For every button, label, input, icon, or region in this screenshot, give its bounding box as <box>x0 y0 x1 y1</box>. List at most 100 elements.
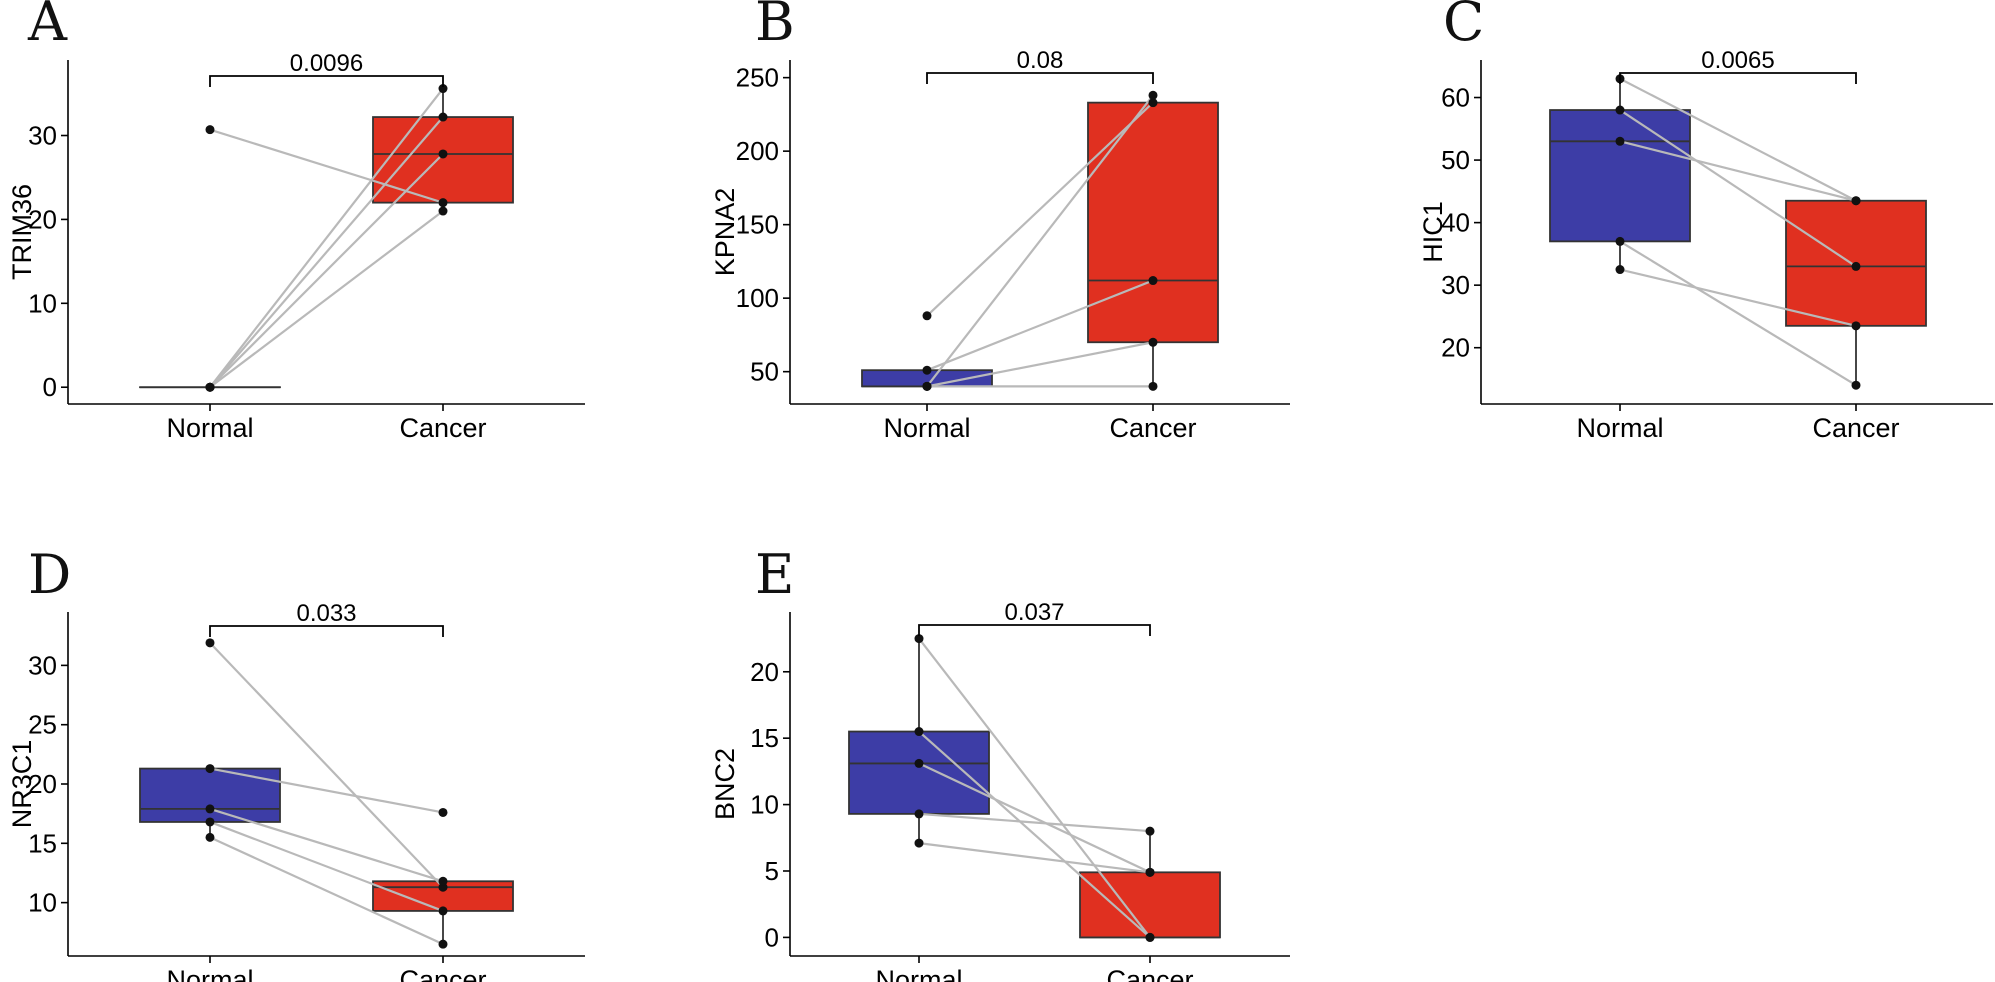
x-category-label: Cancer <box>399 413 486 443</box>
cancer-point <box>1148 337 1158 347</box>
normal-point <box>1615 236 1625 246</box>
significance-bracket <box>209 625 444 637</box>
x-category-label: Cancer <box>399 965 486 982</box>
y-tick-label: 40 <box>1441 208 1470 238</box>
significance-bracket <box>1619 72 1857 84</box>
y-tick-label: 15 <box>28 828 57 858</box>
cancer-point <box>438 807 448 817</box>
cancer-point <box>1145 826 1155 836</box>
y-tick-label: 30 <box>1441 270 1470 300</box>
paired-line <box>1619 77 1857 202</box>
y-tick-label: 60 <box>1441 83 1470 113</box>
normal-point <box>922 365 932 375</box>
y-tick-label: 15 <box>750 723 779 753</box>
normal-point <box>914 838 924 848</box>
normal-point <box>205 638 215 648</box>
paired-line <box>1619 268 1857 327</box>
p-value-label: 0.033 <box>296 600 356 627</box>
cancer-point <box>438 206 448 216</box>
normal-point <box>205 125 215 135</box>
cancer-point <box>438 84 448 94</box>
paired-line <box>926 94 1154 388</box>
y-axis-title: HIC1 <box>1418 201 1448 263</box>
normal-box <box>1549 109 1691 243</box>
paired-line <box>209 642 444 888</box>
paired-line <box>209 87 444 388</box>
normal-point <box>1615 136 1625 146</box>
paired-line <box>1619 240 1857 387</box>
y-tick-label: 20 <box>750 657 779 687</box>
paired-line <box>926 341 1154 388</box>
panel-letter: B <box>755 0 795 53</box>
y-tick-label: 50 <box>750 357 779 387</box>
normal-point <box>1615 265 1625 275</box>
y-tick-label: 10 <box>28 288 57 318</box>
paired-line <box>918 762 1151 874</box>
y-axis-title: NR3C1 <box>7 740 37 829</box>
y-tick-label: 0 <box>43 372 57 402</box>
y-tick-label: 25 <box>28 710 57 740</box>
x-category-label: Normal <box>883 413 970 443</box>
normal-point <box>205 804 215 814</box>
cancer-point <box>1851 321 1861 331</box>
normal-box <box>139 767 281 823</box>
cancer-point <box>438 939 448 949</box>
paired-line <box>918 812 1151 833</box>
y-axis-title: TRIM36 <box>7 184 37 280</box>
normal-point <box>914 727 924 737</box>
cancer-point <box>1145 932 1155 942</box>
cancer-point <box>1148 381 1158 391</box>
x-category-label: Normal <box>166 965 253 982</box>
cancer-box <box>372 880 514 912</box>
paired-line <box>926 279 1154 372</box>
panel-c: C 20 30 40 50 60 Normal Cancer HIC1 0.0065 <box>1418 0 1993 443</box>
y-tick-label: 200 <box>736 136 779 166</box>
panel-letter: C <box>1443 0 1484 53</box>
cancer-point <box>1148 98 1158 108</box>
p-value-label: 0.0065 <box>1701 47 1774 74</box>
significance-bracket <box>918 624 1151 636</box>
p-value-label: 0.08 <box>1017 47 1064 74</box>
y-tick-label: 10 <box>28 888 57 918</box>
paired-line <box>918 842 1151 874</box>
normal-point <box>205 764 215 774</box>
x-category-label: Normal <box>166 413 253 443</box>
cancer-point <box>438 112 448 122</box>
cancer-point <box>438 198 448 208</box>
x-category-label: Cancer <box>1106 965 1193 982</box>
panel-letter: E <box>755 543 794 606</box>
y-tick-label: 20 <box>28 204 57 234</box>
cancer-point <box>1145 867 1155 877</box>
y-axis-title: KPNA2 <box>710 188 740 277</box>
x-category-label: Cancer <box>1109 413 1196 443</box>
paired-line <box>209 836 444 946</box>
normal-box <box>848 730 990 815</box>
panel-a: A 0 10 20 30 Normal Cancer TRIM36 0.0096 <box>7 0 585 443</box>
y-tick-label: 50 <box>1441 145 1470 175</box>
y-tick-label: 100 <box>736 283 779 313</box>
y-tick-label: 20 <box>28 769 57 799</box>
normal-point <box>922 311 932 321</box>
cancer-point <box>438 876 448 886</box>
cancer-point <box>1851 261 1861 271</box>
paired-line <box>1619 109 1857 268</box>
paired-line <box>1619 140 1857 202</box>
normal-point <box>1615 105 1625 115</box>
paired-line <box>918 730 1151 939</box>
y-tick-label: 30 <box>28 650 57 680</box>
cancer-point <box>438 906 448 916</box>
paired-line <box>209 767 444 814</box>
paired-line <box>209 210 444 389</box>
cancer-point <box>1148 276 1158 286</box>
normal-point <box>205 817 215 827</box>
normal-point <box>922 381 932 391</box>
cancer-box <box>1079 871 1221 939</box>
x-category-label: Normal <box>875 965 962 982</box>
normal-point <box>205 832 215 842</box>
panel-b: B 50 100 150 200 250 Normal Cancer KPNA2 0.08 <box>710 0 1290 443</box>
cancer-point <box>438 149 448 159</box>
panel-e: E 0 5 10 15 20 Normal Cancer BNC2 0.037 <box>710 543 1290 982</box>
panel-letter: A <box>27 0 68 53</box>
y-tick-label: 0 <box>765 922 779 952</box>
